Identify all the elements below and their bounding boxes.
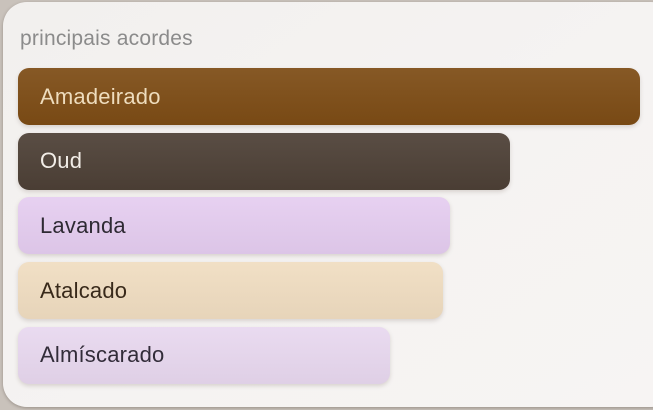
accord-bar-label: Atalcado [40, 277, 128, 303]
accord-bar: Atalcado [18, 262, 443, 320]
accord-bar-label: Amadeirado [40, 83, 161, 109]
accord-bar: Amadeirado [18, 68, 640, 125]
accord-bar: Almíscarado [18, 326, 390, 384]
accord-bar-label: Lavanda [40, 212, 126, 238]
main-accords-card: principais acordes Amadeirado Oud Lavanda A… [3, 2, 653, 407]
accord-bar: Oud [18, 132, 510, 190]
accord-bar-label: Oud [40, 148, 83, 174]
accords-bar-chart: Amadeirado Oud Lavanda Atalcado Almíscarado [18, 68, 653, 384]
accord-bar-label: Almíscarado [40, 342, 165, 368]
main-accords-title: principais acordes [20, 27, 193, 50]
accord-bar: Lavanda [18, 197, 450, 255]
